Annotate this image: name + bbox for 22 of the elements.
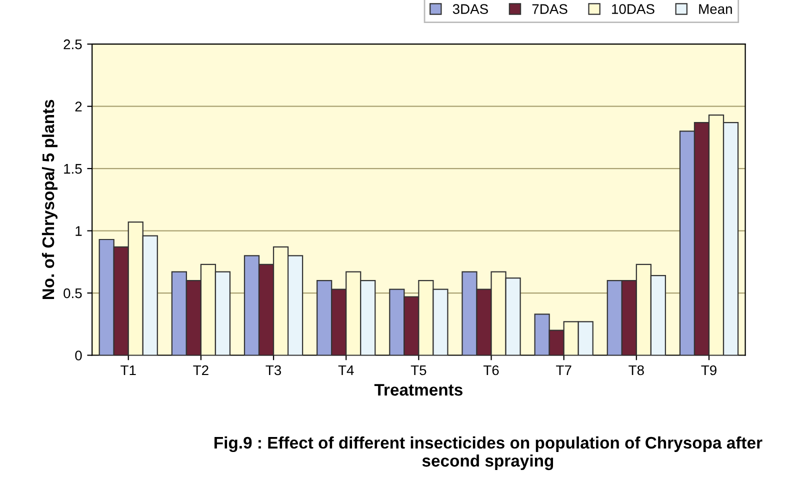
x-tick-label: T6	[483, 365, 499, 376]
x-tick-label: T1	[120, 365, 136, 376]
x-tick-label: T9	[701, 365, 716, 376]
y-tick-label: 0.5	[64, 288, 82, 298]
legend-label: Mean	[699, 4, 732, 14]
x-tick-label: T7	[556, 365, 572, 376]
y-tick-label: 2	[75, 102, 82, 112]
x-tick-label: T2	[193, 365, 208, 376]
caption: Fig.9 : Effect of different insecticides on population of Chrysopa after second spraying	[214, 436, 762, 470]
y-tick-label: 2.5	[64, 39, 82, 50]
y-axis-title: No. of Chrysopa/ 5 plants	[42, 100, 58, 300]
y-tick-label: 0	[75, 350, 82, 360]
x-tick-label: T4	[338, 365, 354, 376]
x-axis-title: Treatments	[374, 384, 462, 396]
x-tick-label: T5	[410, 365, 426, 376]
legend-label: 3DAS	[452, 4, 488, 14]
x-tick-label: T3	[266, 365, 282, 376]
legend-label: 7DAS	[532, 4, 568, 14]
legend-label: 10DAS	[612, 4, 654, 14]
y-tick-label: 1.5	[64, 164, 82, 174]
y-tick-label: 1	[76, 226, 82, 236]
x-tick-label: T8	[628, 365, 644, 376]
